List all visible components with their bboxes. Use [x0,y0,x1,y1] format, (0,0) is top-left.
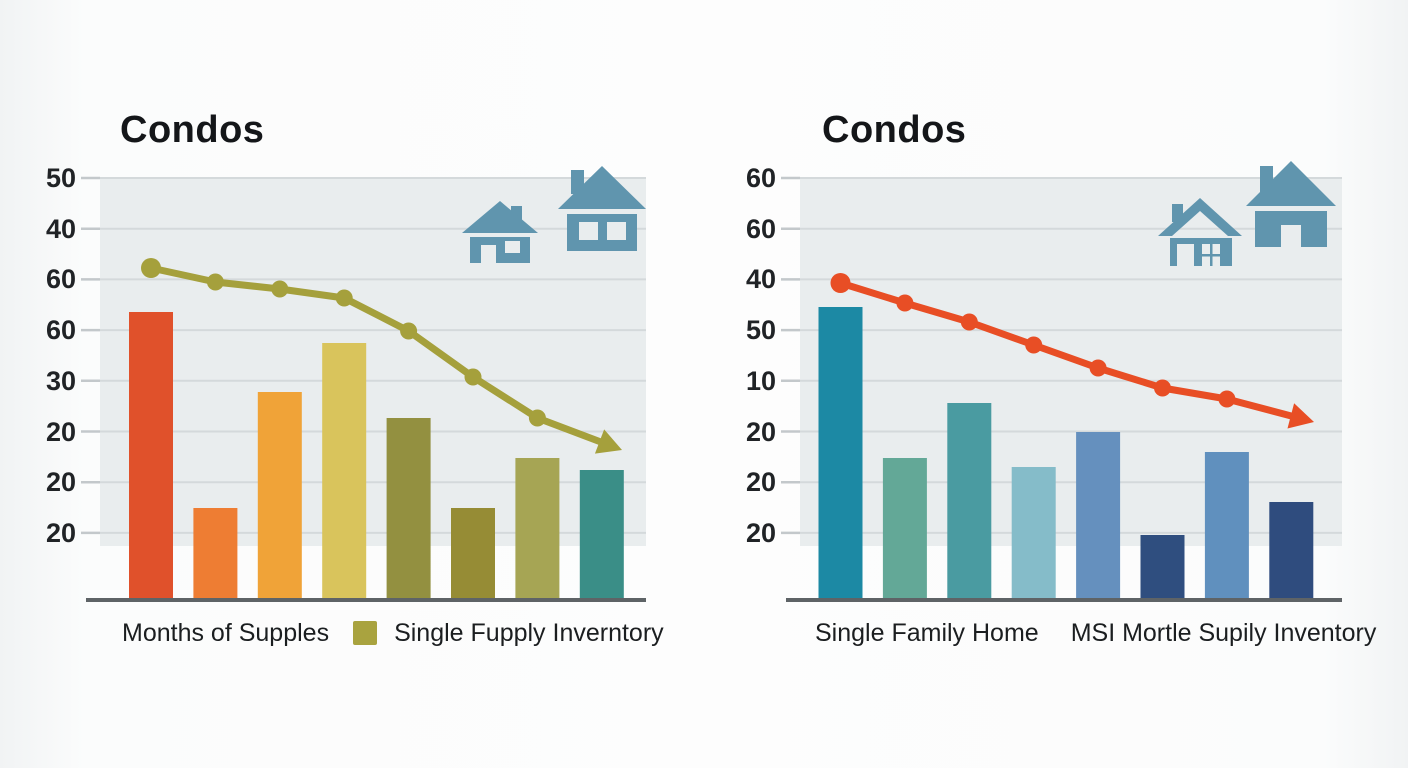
house-icon-small [462,201,538,263]
house-window [1177,244,1194,266]
trend-dot [400,322,418,340]
bar [947,403,992,600]
y-axis-tick-label: 20 [745,467,776,498]
bar [257,392,302,600]
bar [882,458,927,600]
trend-dot [528,409,546,427]
bar [515,458,560,600]
chart-right [781,161,1342,602]
panel-title: Condos [120,109,265,151]
y-axis-tick-label: 40 [745,264,776,295]
y-axis-tick-label: 60 [745,213,776,244]
plot-background [100,178,646,546]
bar [386,418,431,600]
trend-dot [1089,359,1107,377]
trend-dot [464,368,482,386]
y-axis-tick-label: 20 [745,416,776,447]
legend-label-single-fupply-inverntory: Single Fupply Inverntory [394,619,664,647]
chart-left [81,166,646,602]
y-axis-tick-label: 20 [45,517,76,548]
y-axis-tick-label: 20 [745,517,776,548]
y-axis-tick-label: 60 [45,264,76,295]
legend-swatch-olive [353,621,378,645]
legend-label-single-family-home: Single Family Home [815,619,1039,647]
trend-arrowhead [1287,403,1314,429]
y-axis-tick-label: 10 [745,365,776,396]
legend-label-msi-mortle-supily-inventory: MSI Mortle Supily Inventory [1070,619,1377,647]
trend-dot [271,280,289,298]
trend-arrowhead [594,429,622,454]
trend-dot [141,258,161,278]
house-window [505,241,520,253]
y-axis-tick-label: 60 [745,163,776,193]
bar [1076,432,1121,600]
house-icon-large [558,166,646,251]
trend-dot [960,313,978,331]
y-axis-tick-label: 30 [45,365,76,396]
trend-dot [830,273,851,293]
trend-dot [206,273,224,291]
house-door [1281,225,1301,247]
legend-label-months-of-supples: Months of Supples [122,619,330,647]
y-axis-labels: 50 40 60 60 30 20 20 20 [0,0,76,768]
bar [1140,535,1185,600]
trend-dot [1218,390,1236,408]
trend-dot [335,289,353,307]
trend-line [147,264,604,446]
bar [1269,502,1314,600]
y-axis-tick-label: 50 [45,163,76,193]
trend-dot [1025,336,1043,354]
trend-dot [896,294,914,312]
y-axis-tick-label: 20 [45,416,76,447]
house-window [607,222,626,240]
bar [579,470,624,600]
house-icon-small [1158,198,1242,266]
trend-line [837,279,1295,420]
bar [1011,467,1056,600]
y-axis-tick-label: 40 [45,213,76,244]
bar [322,343,367,600]
legend-left: Months of Supples Single Fupply Invernto… [122,617,664,649]
panel-title: Condos [822,109,967,151]
y-axis-tick-label: 20 [45,467,76,498]
panel-condos-right: Condos 60 60 40 50 10 20 20 20 Single Family Ho… [704,0,1408,768]
house-window [579,222,598,240]
y-axis-tick-label: 50 [745,315,776,346]
house-icon-large [1246,161,1336,247]
panel-condos-left: Condos 50 40 60 60 30 20 20 20 Months of Supple… [0,0,664,768]
y-axis-labels: 60 60 40 50 10 20 20 20 [704,0,776,768]
bar [1204,452,1249,600]
bar [818,307,863,600]
bar [451,508,495,600]
legend-right: Single Family Home MSI Mortle Supily Inv… [815,617,1376,649]
house-door [481,245,496,263]
bar [193,508,238,600]
y-axis-tick-label: 60 [45,315,76,346]
trend-dot [1154,379,1171,397]
bar [129,312,173,600]
